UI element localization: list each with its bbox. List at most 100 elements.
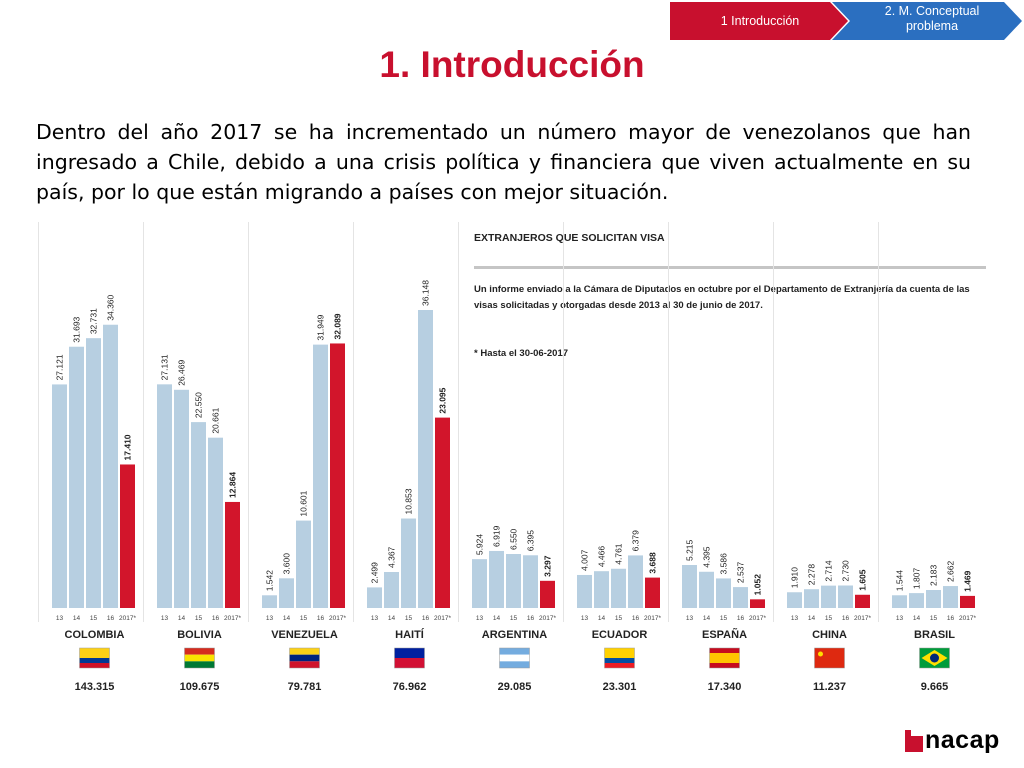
country-total: 109.675 xyxy=(180,681,220,693)
bar-value-label: 4.367 xyxy=(387,546,397,568)
breadcrumb-step-1-shape[interactable] xyxy=(670,2,848,40)
bar xyxy=(384,571,399,608)
bar-value-label: 31.949 xyxy=(316,314,326,340)
bar xyxy=(86,338,101,608)
bar-value-label: 2.537 xyxy=(736,562,746,584)
year-tick-label: 2017* xyxy=(749,615,766,622)
year-tick-label: 14 xyxy=(493,615,501,622)
year-tick-label: 15 xyxy=(195,615,203,622)
bar xyxy=(611,568,626,608)
breadcrumb-step-1[interactable]: 1 Introducción xyxy=(720,14,800,28)
country-group-0: 27.121 13 31.693 14 32.731 15 34.360 16 17.410 20… xyxy=(38,222,136,693)
bar-value-label: 1.542 xyxy=(265,570,275,592)
country-total: 11.237 xyxy=(813,681,846,693)
country-name: ESPAÑA xyxy=(702,628,747,641)
year-tick-label: 14 xyxy=(703,615,711,622)
country-name: CHINA xyxy=(812,629,847,641)
country-total: 23.301 xyxy=(603,681,637,693)
bar xyxy=(52,384,67,608)
bar-value-label: 2.714 xyxy=(824,560,834,582)
bar-value-label: 2.730 xyxy=(841,560,851,582)
year-tick-label: 2017* xyxy=(329,615,346,622)
bar xyxy=(472,559,487,608)
breadcrumb-step-2-shape[interactable] xyxy=(832,2,1022,40)
year-tick-label: 13 xyxy=(896,615,904,622)
year-tick-label: 14 xyxy=(73,615,81,622)
year-tick-label: 16 xyxy=(632,615,640,622)
bar xyxy=(960,595,975,608)
group-separator xyxy=(458,222,459,622)
bar xyxy=(225,501,240,608)
bar xyxy=(821,585,836,608)
country-group-3: 2.499 13 4.367 14 10.853 15 36.148 16 23.095 2017… xyxy=(353,222,451,693)
bar xyxy=(716,578,731,608)
bar xyxy=(577,574,592,608)
year-tick-label: 13 xyxy=(476,615,484,622)
year-tick-label: 13 xyxy=(161,615,169,622)
bar-value-label: 2.499 xyxy=(370,562,380,584)
group-separator xyxy=(563,222,564,622)
infographic-divider xyxy=(474,266,986,269)
bar xyxy=(804,589,819,608)
country-group-2: 1.542 13 3.600 14 10.601 15 31.949 16 32.089 2017… xyxy=(248,222,346,693)
bar-value-label: 6.379 xyxy=(631,530,641,552)
bar xyxy=(855,594,870,608)
bar-value-label: 1.807 xyxy=(912,568,922,590)
bar xyxy=(892,595,907,608)
bar-value-label: 4.761 xyxy=(614,543,624,565)
bar-value-label: 12.864 xyxy=(228,472,238,498)
group-separator xyxy=(668,222,669,622)
year-tick-label: 13 xyxy=(371,615,379,622)
group-separator xyxy=(143,222,144,622)
bar xyxy=(699,571,714,608)
bar-value-label: 4.395 xyxy=(702,546,712,568)
bar xyxy=(926,590,941,608)
bar-chart: 27.121 13 31.693 14 32.731 15 34.360 16 17.410 20… xyxy=(38,222,976,693)
bar-value-label: 1.052 xyxy=(753,574,763,596)
bar xyxy=(540,580,555,608)
country-group-5: 4.007 13 4.466 14 4.761 15 6.379 16 3.688 2017* EC… xyxy=(563,222,661,693)
bar-value-label: 27.121 xyxy=(55,354,65,380)
bar-value-label: 4.007 xyxy=(580,549,590,571)
bar-value-label: 2.183 xyxy=(929,564,939,586)
bar-value-label: 17.410 xyxy=(123,434,133,460)
bar xyxy=(682,565,697,608)
bar-value-label: 2.662 xyxy=(946,561,956,583)
haiti-flag-icon xyxy=(394,647,425,669)
infographic: EXTRANJEROS QUE SOLICITAN VISA Un inform… xyxy=(36,218,988,708)
intro-paragraph: Dentro del año 2017 se ha incrementado u… xyxy=(36,120,971,204)
year-tick-label: 14 xyxy=(388,615,396,622)
year-tick-label: 16 xyxy=(317,615,325,622)
bar-value-label: 6.550 xyxy=(509,528,519,550)
year-tick-label: 2017* xyxy=(959,615,976,622)
country-total: 9.665 xyxy=(921,681,949,693)
bar xyxy=(262,595,277,608)
year-tick-label: 15 xyxy=(90,615,98,622)
ecuador-flag-icon xyxy=(604,647,635,669)
breadcrumb-arrows xyxy=(670,2,1022,40)
bar-value-label: 6.395 xyxy=(526,530,536,552)
breadcrumb-step-2-line2: problema xyxy=(905,19,959,33)
group-separator xyxy=(353,222,354,622)
bar xyxy=(909,593,924,608)
country-group-1: 27.131 13 26.469 14 22.550 15 20.661 16 12.864 20… xyxy=(143,222,241,693)
logo-mark xyxy=(905,730,923,752)
bar xyxy=(313,344,328,608)
bar-value-label: 34.360 xyxy=(106,294,116,320)
venezuela-flag-icon xyxy=(289,647,320,669)
bar-value-label: 1.544 xyxy=(895,570,905,592)
year-tick-label: 16 xyxy=(527,615,535,622)
page-title: 1. Introducción xyxy=(379,44,645,85)
year-tick-label: 14 xyxy=(913,615,921,622)
year-tick-label: 13 xyxy=(56,615,64,622)
year-tick-label: 2017* xyxy=(119,615,136,622)
bar xyxy=(401,518,416,608)
country-total: 79.781 xyxy=(288,681,322,693)
year-tick-label: 16 xyxy=(842,615,850,622)
bar xyxy=(367,587,382,608)
year-tick-label: 2017* xyxy=(854,615,871,622)
year-tick-label: 16 xyxy=(422,615,430,622)
bar xyxy=(296,520,311,608)
bar-value-label: 5.215 xyxy=(685,539,695,561)
breadcrumb-step-2[interactable]: 2. M. Conceptual problema xyxy=(848,4,1016,34)
